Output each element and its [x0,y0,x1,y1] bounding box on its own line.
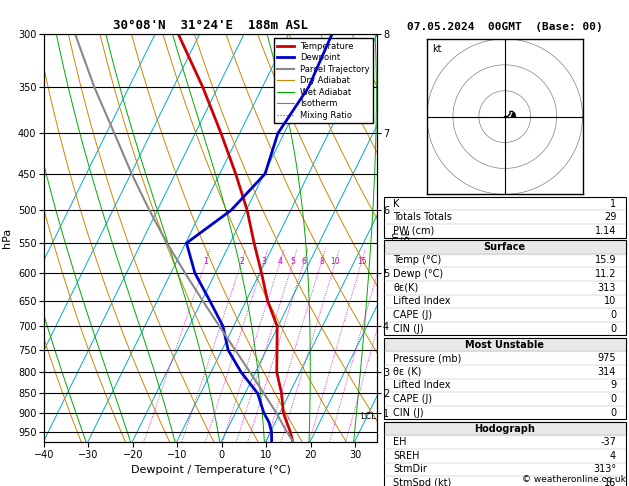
Text: StmDir: StmDir [393,465,427,474]
Text: 314: 314 [598,367,616,377]
Text: StmSpd (kt): StmSpd (kt) [393,478,452,486]
Text: θε(K): θε(K) [393,283,419,293]
Y-axis label: hPa: hPa [3,228,12,248]
Text: 6: 6 [301,257,306,266]
Text: 0: 0 [610,394,616,404]
Text: 30°08'N  31°24'E  188m ASL: 30°08'N 31°24'E 188m ASL [113,18,308,32]
Text: 15.9: 15.9 [594,256,616,265]
Text: 1.14: 1.14 [595,226,616,236]
Text: 975: 975 [598,353,616,363]
Text: 0: 0 [610,408,616,417]
Text: SREH: SREH [393,451,420,461]
Text: 11.2: 11.2 [594,269,616,279]
X-axis label: Dewpoint / Temperature (°C): Dewpoint / Temperature (°C) [131,466,291,475]
Text: Lifted Index: Lifted Index [393,296,451,306]
Text: 313: 313 [598,283,616,293]
Text: 29: 29 [604,212,616,222]
Text: 16: 16 [604,478,616,486]
Text: PW (cm): PW (cm) [393,226,435,236]
Text: Dewp (°C): Dewp (°C) [393,269,443,279]
Text: 5: 5 [291,257,296,266]
Text: 3: 3 [262,257,266,266]
Text: Temp (°C): Temp (°C) [393,256,442,265]
Text: 0: 0 [610,324,616,333]
Text: 07.05.2024  00GMT  (Base: 00): 07.05.2024 00GMT (Base: 00) [407,21,603,32]
Text: CAPE (J): CAPE (J) [393,310,433,320]
Bar [384,422,626,435]
Text: 1: 1 [203,257,208,266]
Text: Totals Totals: Totals Totals [393,212,452,222]
Text: CAPE (J): CAPE (J) [393,394,433,404]
Text: 4: 4 [278,257,282,266]
Text: CIN (J): CIN (J) [393,324,424,333]
Text: EH: EH [393,437,407,447]
Text: Pressure (mb): Pressure (mb) [393,353,462,363]
Text: Surface: Surface [484,242,526,252]
Text: 313°: 313° [593,465,616,474]
Text: K: K [393,199,400,208]
Text: 9: 9 [610,381,616,390]
Text: -37: -37 [600,437,616,447]
Bar [384,240,626,254]
Text: Hodograph: Hodograph [474,424,535,434]
Bar [384,338,626,351]
Text: kt: kt [432,44,442,54]
Text: θε (K): θε (K) [393,367,422,377]
Text: LCL: LCL [360,412,376,421]
Text: 8: 8 [319,257,324,266]
Text: 10: 10 [604,296,616,306]
Text: 15: 15 [357,257,366,266]
Text: 0: 0 [610,310,616,320]
Text: © weatheronline.co.uk: © weatheronline.co.uk [522,474,626,484]
Legend: Temperature, Dewpoint, Parcel Trajectory, Dry Adiabat, Wet Adiabat, Isotherm, Mi: Temperature, Dewpoint, Parcel Trajectory… [274,38,373,123]
Text: 1: 1 [610,199,616,208]
Text: 4: 4 [610,451,616,461]
Text: Lifted Index: Lifted Index [393,381,451,390]
Text: Most Unstable: Most Unstable [465,340,544,349]
Y-axis label: km
ASL: km ASL [391,229,412,247]
Text: 10: 10 [331,257,340,266]
Text: 2: 2 [239,257,244,266]
Text: CIN (J): CIN (J) [393,408,424,417]
